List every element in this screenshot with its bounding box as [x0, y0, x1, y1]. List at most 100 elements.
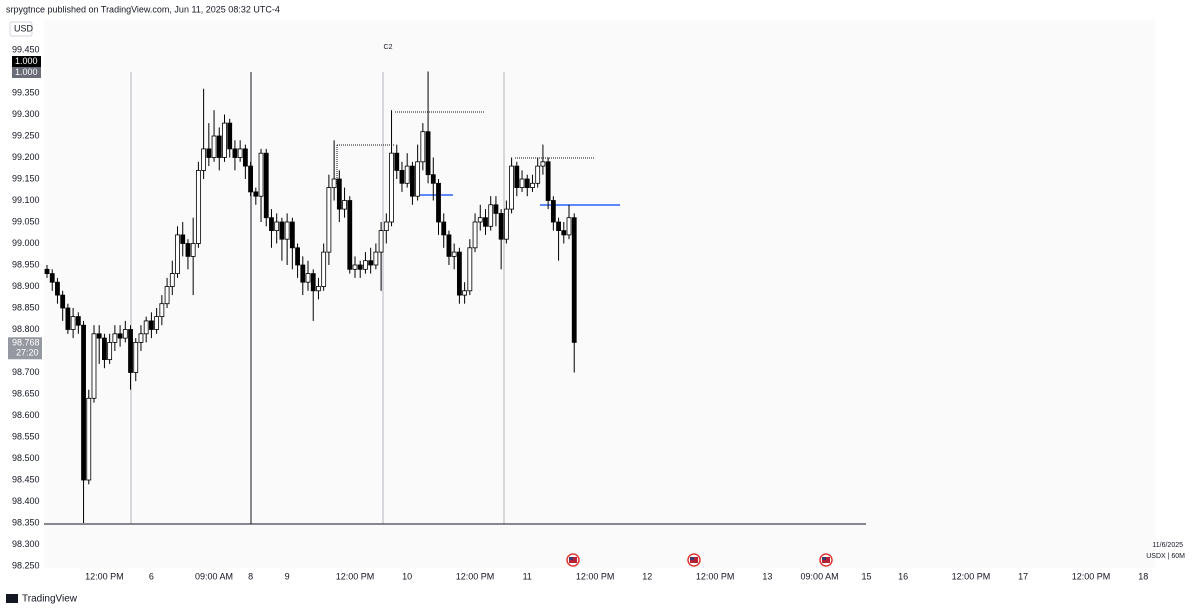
y-tick-label: 98.650 [12, 388, 40, 398]
date-label: 11/6/2025 [1152, 542, 1183, 549]
candle-body [420, 131, 426, 163]
candle-body [357, 264, 363, 270]
candle-body [524, 178, 530, 189]
flag-icon [822, 557, 826, 560]
currency-label: USD [14, 23, 34, 33]
candle-body [451, 251, 457, 257]
candle-body [216, 135, 222, 158]
y-tick-label: 98.950 [12, 259, 40, 269]
x-tick-label: 12:00 PM [952, 571, 991, 581]
candle-body [258, 152, 264, 197]
x-tick-label: 12:00 PM [336, 571, 375, 581]
candle-body [483, 217, 488, 227]
scale-box [12, 56, 41, 67]
candle-body [404, 165, 410, 184]
candle-body [284, 221, 290, 240]
candle-body [289, 221, 295, 249]
y-tick-label: 98.550 [12, 431, 40, 441]
candle-body [154, 316, 160, 330]
logo-icon [6, 594, 18, 603]
candle-body [498, 212, 504, 240]
candle-body [514, 165, 520, 189]
candle-body [493, 204, 499, 214]
candle-body [378, 230, 384, 253]
candle-body [117, 333, 123, 339]
y-tick-label: 99.200 [12, 152, 40, 162]
drawings [44, 72, 866, 525]
candle-body [122, 329, 128, 339]
candle-body [75, 316, 81, 326]
candle-body [430, 174, 436, 184]
candle-body [389, 152, 394, 223]
candle-body [70, 316, 76, 330]
y-tick-label: 99.000 [12, 238, 40, 248]
candle-body [467, 247, 473, 292]
candle-body [237, 148, 243, 158]
candle-body [368, 260, 374, 266]
x-tick-label: 18 [1138, 571, 1148, 581]
x-tick-label: 6 [149, 571, 154, 581]
candle-body [347, 200, 353, 270]
scale-box [12, 67, 41, 78]
candle-body [190, 243, 196, 257]
candle-body [164, 286, 170, 305]
candle-body [295, 247, 300, 266]
candle-body [342, 200, 347, 210]
flag-icon [690, 557, 694, 560]
candle-body [112, 333, 118, 343]
y-tick-label: 98.450 [12, 474, 40, 484]
candle-body [410, 165, 415, 197]
plot-area [44, 20, 1155, 568]
candle-body [488, 204, 494, 227]
countdown-label: 27:20 [16, 348, 39, 358]
candle-body [363, 260, 368, 270]
candle-body [44, 268, 50, 274]
candle-body [175, 234, 180, 274]
x-tick-label: 10 [402, 571, 412, 581]
candle-body [519, 178, 525, 189]
candle-body [326, 187, 332, 253]
candle-body [509, 165, 514, 210]
x-tick-label: 09:00 AM [801, 571, 839, 581]
candle-body [316, 286, 321, 292]
y-tick-label: 99.100 [12, 195, 40, 205]
candle-body [159, 303, 165, 318]
candle-body [49, 273, 55, 283]
y-tick-label: 98.700 [12, 367, 40, 377]
candle-body [566, 217, 572, 236]
price-label: 98.768 [12, 338, 40, 348]
candle-body [545, 161, 551, 201]
x-tick-label: 12 [642, 571, 652, 581]
candle-body [535, 165, 541, 184]
x-tick-label: 12:00 PM [696, 571, 735, 581]
candle-body [540, 161, 546, 167]
candle-body [211, 135, 217, 158]
x-tick-label: 12:00 PM [85, 571, 124, 581]
candle-body [65, 307, 71, 330]
y-tick-label: 99.300 [12, 109, 40, 119]
candle-body [55, 281, 60, 296]
candle-body [556, 221, 561, 231]
candle-body [138, 333, 144, 343]
y-tick-label: 98.300 [12, 539, 40, 549]
symbol-label: USDX | 60M [1146, 553, 1185, 560]
candle-body [169, 273, 175, 287]
flag-icon [569, 557, 573, 560]
candle-body [201, 148, 207, 171]
candle-body [195, 169, 201, 244]
y-tick-label: 98.250 [12, 560, 40, 570]
scale-label: 1.000 [15, 67, 38, 77]
candle-body [253, 191, 259, 197]
candle-body [227, 122, 233, 150]
candle-body [263, 152, 269, 219]
y-tick-label: 99.150 [12, 173, 40, 183]
candle-body [133, 341, 139, 373]
scale-label: 1.000 [15, 56, 38, 66]
y-tick-label: 98.800 [12, 324, 40, 334]
candle-body [550, 200, 556, 223]
candle-body [185, 243, 191, 257]
candle-body [242, 148, 248, 167]
candle-body [571, 217, 577, 343]
y-tick-label: 98.850 [12, 302, 40, 312]
